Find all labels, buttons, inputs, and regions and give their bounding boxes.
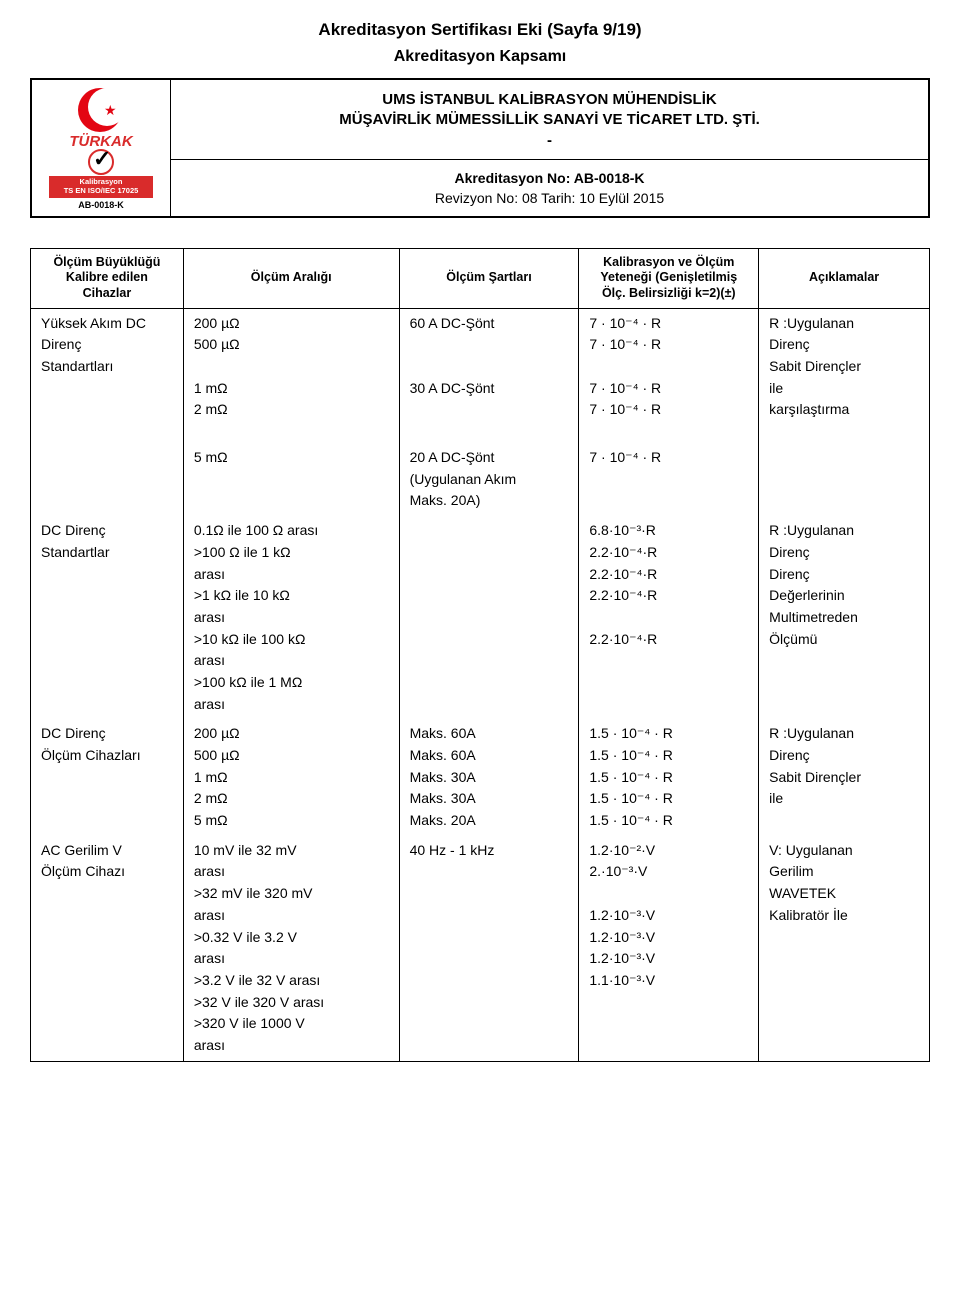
logo-code: AB-0018-K — [78, 200, 124, 210]
th-notes: Açıklamalar — [759, 248, 930, 308]
table-row: 5 mΩ 20 A DC-Şönt(Uygulanan AkımMaks. 20… — [31, 443, 930, 516]
th-quantity: Ölçüm Büyüklüğü Kalibre edilen Cihazlar — [31, 248, 184, 308]
logo-caption: KalibrasyonTS EN ISO/IEC 17025 — [49, 176, 153, 197]
logo-cell: ★ TÜRKAK ✓ KalibrasyonTS EN ISO/IEC 1702… — [32, 80, 171, 216]
th-uncertainty: Kalibrasyon ve Ölçüm Yeteneği (Genişleti… — [579, 248, 759, 308]
page-title: Akreditasyon Sertifikası Eki (Sayfa 9/19… — [30, 20, 930, 40]
table-row: DC DirençStandartlar 0.1Ω ile 100 Ω aras… — [31, 516, 930, 719]
org-name: UMS İSTANBUL KALİBRASYON MÜHENDİSLİK MÜŞ… — [171, 80, 928, 155]
header-right: UMS İSTANBUL KALİBRASYON MÜHENDİSLİK MÜŞ… — [171, 80, 928, 216]
revision-line: Revizyon No: 08 Tarih: 10 Eylül 2015 — [171, 190, 928, 216]
check-mark: ✓ — [46, 149, 156, 178]
scope-table: Ölçüm Büyüklüğü Kalibre edilen Cihazlar … — [30, 248, 930, 1062]
table-row: DC DirençÖlçüm Cihazları 200 µΩ500 µΩ1 m… — [31, 719, 930, 835]
table-row: AC Gerilim VÖlçüm Cihazı 10 mV ile 32 mV… — [31, 836, 930, 1061]
table-header-row: Ölçüm Büyüklüğü Kalibre edilen Cihazlar … — [31, 248, 930, 308]
turkak-logo: ★ TÜRKAK ✓ — [46, 86, 156, 176]
page-subtitle: Akreditasyon Kapsamı — [30, 48, 930, 66]
header-box: ★ TÜRKAK ✓ KalibrasyonTS EN ISO/IEC 1702… — [30, 78, 930, 218]
star-icon: ★ — [104, 102, 117, 119]
table-row: Yüksek Akım DCDirençStandartları 200 µΩ5… — [31, 308, 930, 425]
th-range: Ölçüm Aralığı — [183, 248, 399, 308]
th-conditions: Ölçüm Şartları — [399, 248, 579, 308]
accred-no: Akreditasyon No: AB-0018-K — [171, 160, 928, 190]
